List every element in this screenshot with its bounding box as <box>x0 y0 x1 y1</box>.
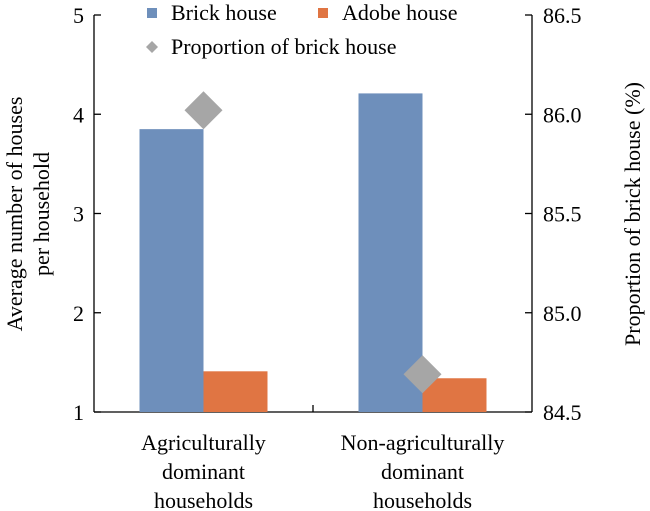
category-label: households <box>154 488 253 511</box>
bars <box>139 93 487 412</box>
category-label: dominant <box>381 459 464 484</box>
category-label: Agriculturally <box>141 430 266 455</box>
category-labels: Agriculturally dominant households Non-agri… <box>141 430 504 511</box>
proportion-marker <box>403 355 442 394</box>
left-axis-title-line: Average number of houses <box>2 97 27 332</box>
legend-swatch <box>147 8 157 18</box>
left-axis-title-line: per household <box>29 152 54 276</box>
right-tick-label: 84.5 <box>543 400 582 425</box>
bar-adobe-house <box>203 371 268 412</box>
legend-label: Proportion of brick house <box>171 34 396 59</box>
legend-label: Adobe house <box>342 0 457 25</box>
proportion-marker <box>184 91 223 130</box>
bar-adobe-house <box>422 378 487 412</box>
category-label: Non-agriculturally <box>341 430 505 455</box>
right-tick-label: 85.0 <box>543 301 582 326</box>
legend: Brick house Adobe house Proportion of bric… <box>146 0 457 59</box>
left-axis-title: Average number of housesper household <box>2 97 54 332</box>
left-tick-label: 4 <box>73 102 84 127</box>
left-tick-label: 3 <box>73 202 84 227</box>
left-tick-label: 5 <box>73 3 84 28</box>
right-tick-label: 86.0 <box>543 102 582 127</box>
bar-brick-house <box>358 93 423 412</box>
legend-swatch <box>318 8 328 18</box>
tick-labels: 1 2 3 4 5 84.5 85.0 85.5 86.0 86.5 <box>73 3 582 425</box>
right-tick-label: 86.5 <box>543 3 582 28</box>
legend-label: Brick house <box>171 0 277 25</box>
left-tick-label: 2 <box>73 301 84 326</box>
right-axis-title: Proportion of brick house (%) <box>620 82 645 346</box>
category-label: dominant <box>162 459 245 484</box>
right-tick-label: 85.5 <box>543 202 582 227</box>
markers <box>184 91 442 394</box>
bar-brick-house <box>139 129 204 412</box>
category-label: households <box>373 488 472 511</box>
left-tick-label: 1 <box>73 400 84 425</box>
axis-titles: Average number of housesper household Pro… <box>2 82 645 346</box>
legend-swatch <box>146 41 158 53</box>
